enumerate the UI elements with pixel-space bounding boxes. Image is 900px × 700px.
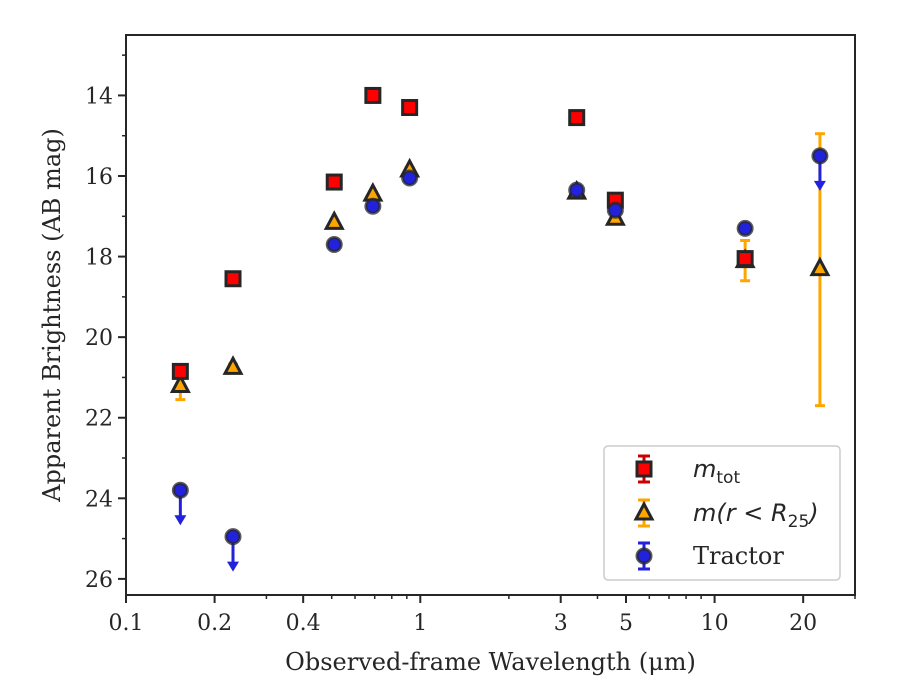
- legend-label-tractor: Tractor: [693, 542, 784, 570]
- y-tick-label: 24: [85, 487, 113, 512]
- series-mr25: [169, 132, 831, 408]
- data-marks: [169, 86, 831, 572]
- x-tick-label: 5: [619, 611, 633, 636]
- x-tick-label: 0.2: [197, 611, 232, 636]
- y-axis-label: Apparent Brightness (AB mag): [38, 128, 66, 503]
- tractor-point: [224, 528, 242, 546]
- mtot-point: [568, 109, 586, 127]
- tractor-point: [171, 481, 189, 499]
- y-tick-label: 18: [85, 246, 113, 271]
- x-tick-label: 3: [554, 611, 568, 636]
- legend-marker-tractor: [635, 547, 653, 565]
- series-mtot: [171, 86, 754, 380]
- y-tick-label: 20: [85, 326, 113, 351]
- y-tick-label: 16: [85, 165, 113, 190]
- mtot-point: [736, 250, 754, 268]
- legend-entry-mtot: mtot: [635, 454, 740, 488]
- legend-label-mr25: m(r < R25): [693, 499, 819, 532]
- y-tick-label: 26: [85, 568, 113, 593]
- legend-label-mtot: mtot: [693, 455, 740, 488]
- x-tick-label: 1: [413, 611, 427, 636]
- x-axis-label: Observed-frame Wavelength (μm): [285, 648, 696, 676]
- mtot-point: [325, 173, 343, 191]
- x-tick-label: 20: [789, 611, 817, 636]
- mr25-point: [809, 256, 831, 277]
- y-tick-label: 14: [85, 84, 113, 109]
- mr25-point: [222, 355, 244, 375]
- tractor-point: [325, 235, 343, 253]
- legend-entry-tractor: Tractor: [635, 541, 784, 571]
- legend-box: [603, 445, 841, 581]
- x-tick-label: 0.1: [109, 611, 144, 636]
- mtot-point: [224, 270, 242, 288]
- axes: 14 16 18 20 22 24 26 0.1 0.2 0.4 1 3 5 10 20 Observed-f…: [38, 34, 856, 676]
- mtot-point: [171, 362, 189, 380]
- tractor-point: [811, 147, 829, 165]
- mr25-point: [169, 373, 191, 394]
- legend: mtot m(r < R25) Tractor: [603, 445, 841, 581]
- plot-frame: [125, 34, 856, 596]
- tractor-point: [364, 197, 382, 215]
- series-tractor: [171, 147, 829, 572]
- y-tick-label: 22: [85, 407, 113, 432]
- tractor-point: [401, 169, 419, 187]
- tractor-upper-limit-arrow-head: [227, 561, 240, 572]
- tractor-point: [606, 201, 624, 219]
- legend-entry-mr25: m(r < R25): [633, 498, 819, 532]
- tractor-point: [568, 181, 586, 199]
- tractor-upper-limit-arrow-head: [174, 515, 187, 526]
- tractor-upper-limit-arrow-head: [813, 180, 826, 191]
- mtot-point: [401, 99, 419, 117]
- tractor-point: [736, 219, 754, 237]
- x-tick-label: 0.4: [286, 611, 321, 636]
- mr25-point: [323, 210, 345, 230]
- mtot-point: [364, 86, 382, 104]
- legend-marker-mr25: [633, 500, 655, 521]
- x-tick-label: 10: [701, 611, 729, 636]
- legend-marker-mtot: [635, 460, 653, 478]
